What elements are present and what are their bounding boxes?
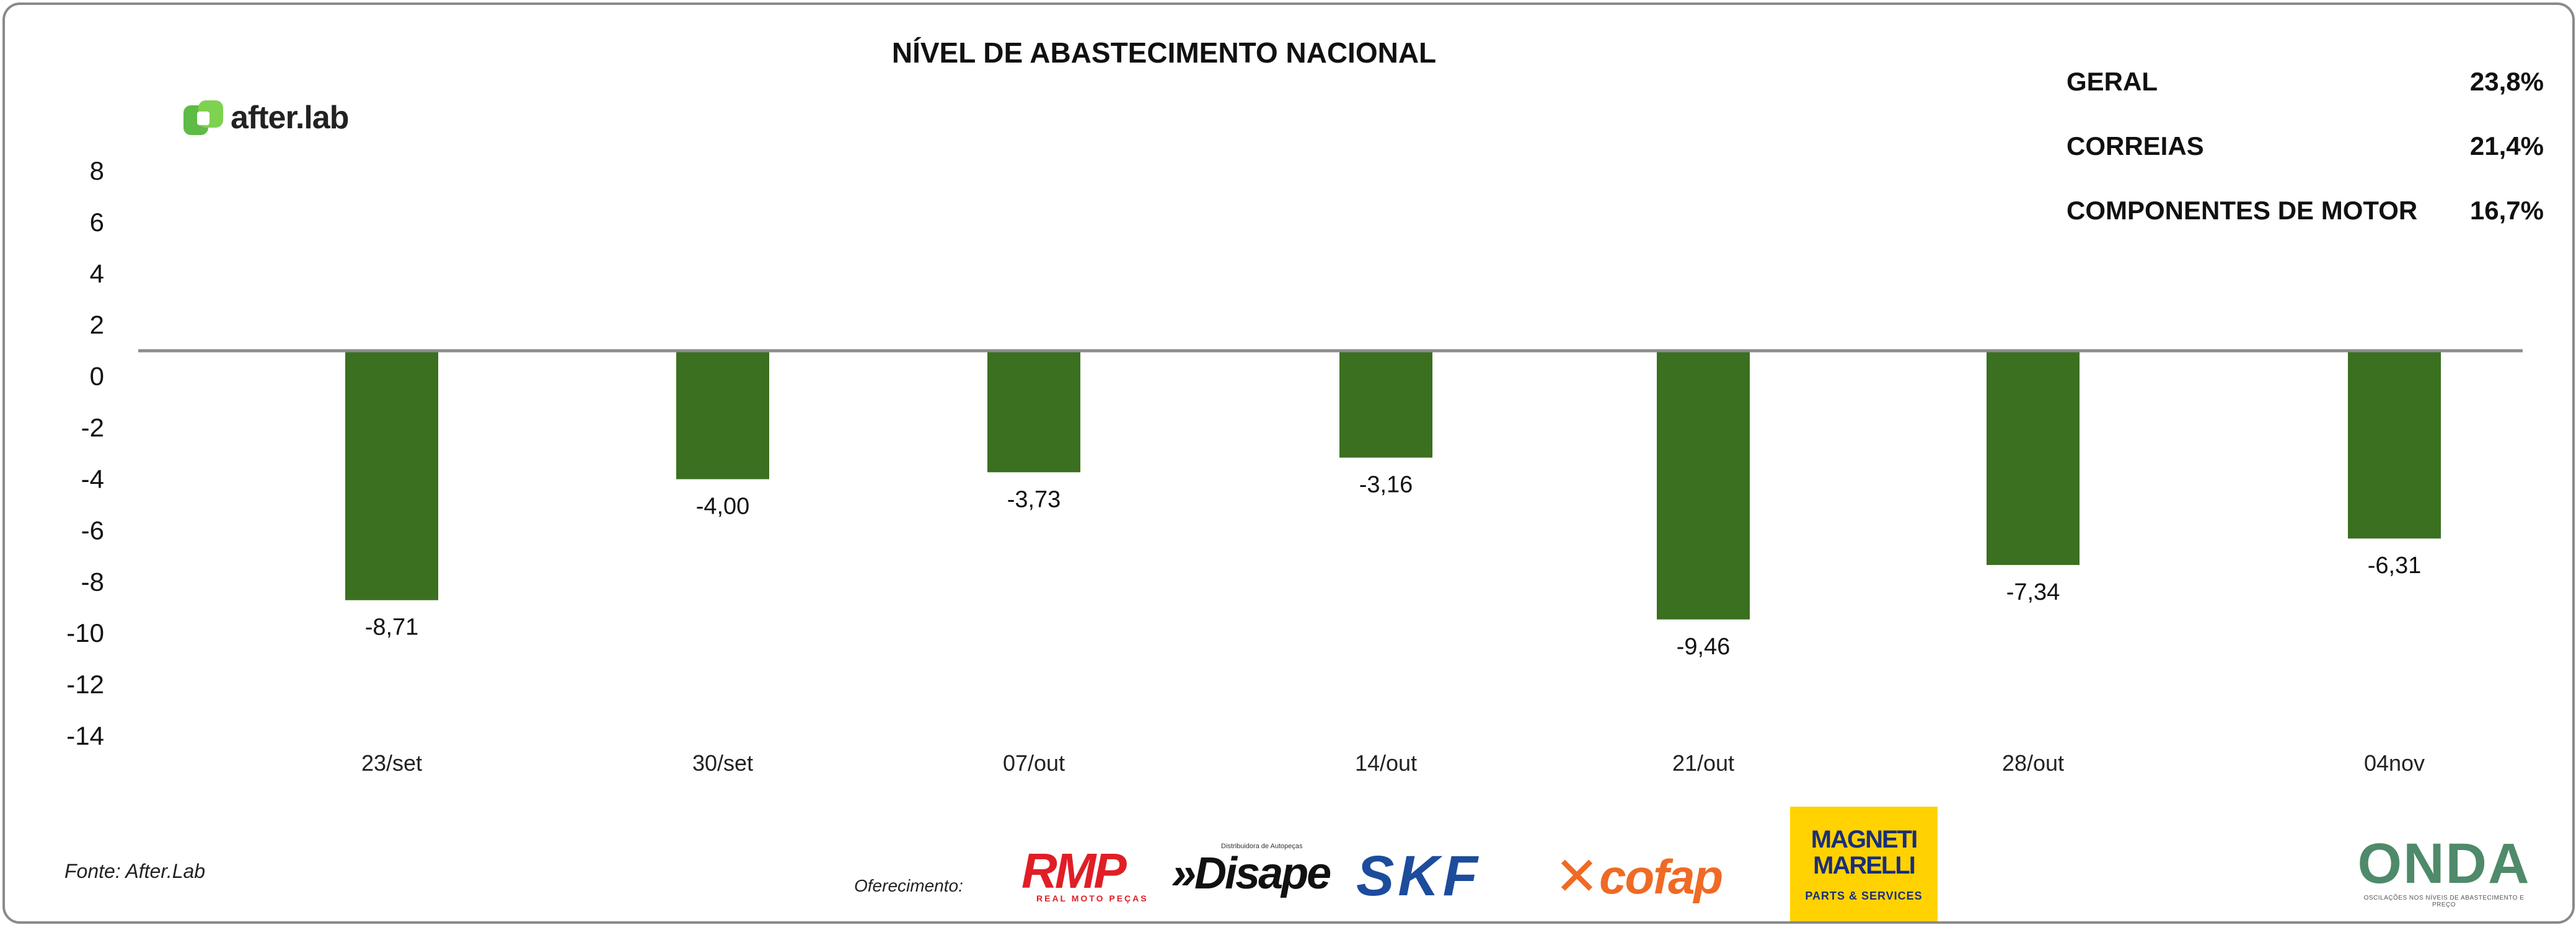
bar	[676, 351, 769, 480]
disape-name: »Disape	[1171, 849, 1331, 898]
bar	[345, 351, 438, 600]
y-tick-label: -12	[66, 670, 104, 699]
summary-row-componentes-motor: COMPONENTES DE MOTOR 16,7%	[2067, 196, 2544, 260]
summary-row-correias: CORREIAS 21,4%	[2067, 131, 2544, 196]
bar	[2348, 351, 2441, 539]
y-tick-label: -4	[81, 464, 104, 493]
data-label: -8,71	[365, 615, 419, 641]
sponsor-rmp-logo: RMP REAL MOTO PEÇAS	[1021, 843, 1158, 904]
data-label: -9,46	[1677, 634, 1731, 660]
x-tick-label: 28/out	[2002, 750, 2064, 776]
rmp-logo-text: RMP	[1021, 843, 1127, 898]
x-tick-label: 07/out	[1003, 750, 1065, 776]
magneti-line3: PARTS & SERVICES	[1805, 889, 1923, 902]
afterlab-logo-icon	[183, 100, 223, 135]
page-title: NÍVEL DE ABASTECIMENTO NACIONAL	[891, 37, 1437, 69]
cofap-name: cofap	[1599, 849, 1723, 904]
sponsor-skf-logo: SKF	[1356, 844, 1481, 908]
y-tick-label: 2	[90, 310, 104, 340]
y-tick-label: -6	[81, 515, 104, 545]
summary-panel: GERAL 23,8% CORREIAS 21,4% COMPONENTES D…	[2067, 67, 2544, 260]
summary-label: CORREIAS	[2067, 131, 2204, 160]
y-tick-label: -8	[81, 567, 104, 596]
summary-label: GERAL	[2067, 67, 2158, 96]
y-tick-label: -14	[66, 721, 104, 750]
y-tick-label: 0	[90, 362, 104, 391]
bar-chart: 8 6 4 2 0 -2 -4 -6 -8 -10 -12 -14 -8,71 23/set -4,00 30…	[66, 156, 2523, 776]
y-tick-label: 4	[90, 259, 104, 288]
data-label: -3,16	[1359, 472, 1413, 498]
data-label: -3,73	[1007, 486, 1061, 512]
y-tick-label: 8	[90, 156, 104, 185]
onda-subtitle: OSCILAÇÕES NOS NÍVEIS DE ABASTECIMENTO E…	[2363, 895, 2525, 908]
summary-value: 23,8%	[2469, 67, 2544, 96]
sponsor-disape-logo: Distribuidora de Autopeças »Disape	[1171, 843, 1331, 898]
data-label: -7,34	[2006, 579, 2060, 605]
summary-row-geral: GERAL 23,8%	[2067, 67, 2544, 131]
rmp-subtitle: REAL MOTO PEÇAS	[1036, 893, 1149, 903]
bar	[987, 351, 1080, 473]
y-tick-label: 6	[90, 208, 104, 237]
magneti-line1: MAGNETI	[1811, 825, 1918, 853]
bar	[1987, 351, 2080, 565]
summary-value: 16,7%	[2469, 196, 2544, 225]
bar	[1339, 351, 1432, 458]
disape-tagline: Distribuidora de Autopeças	[1221, 843, 1303, 850]
onda-name: ONDA	[2357, 832, 2531, 895]
magneti-line2: MARELLI	[1813, 851, 1916, 879]
offer-label: Oferecimento:	[854, 876, 963, 895]
summary-label: COMPONENTES DE MOTOR	[2067, 196, 2418, 225]
cofap-mark-icon: ✕	[1555, 847, 1600, 906]
sponsor-cofap-logo: ✕ cofap	[1555, 847, 1723, 906]
x-tick-label: 23/set	[361, 750, 422, 776]
x-tick-label: 30/set	[692, 750, 753, 776]
bar	[1657, 351, 1750, 620]
summary-value: 21,4%	[2469, 131, 2544, 160]
x-tick-label: 04nov	[2364, 750, 2425, 776]
source-note: Fonte: After.Lab	[64, 860, 206, 882]
onda-logo: ONDA OSCILAÇÕES NOS NÍVEIS DE ABASTECIME…	[2354, 835, 2534, 908]
y-tick-label: -10	[66, 618, 104, 647]
data-label: -4,00	[696, 493, 750, 519]
y-tick-label: -2	[81, 413, 104, 442]
x-tick-label: 21/out	[1672, 750, 1734, 776]
brand-logo: after.lab	[181, 98, 349, 138]
data-label: -6,31	[2368, 553, 2422, 579]
sponsor-magneti-marelli-logo: MAGNETI MARELLI PARTS & SERVICES	[1790, 807, 1938, 921]
x-tick-label: 14/out	[1355, 750, 1417, 776]
brand-name: after.lab	[231, 100, 349, 136]
